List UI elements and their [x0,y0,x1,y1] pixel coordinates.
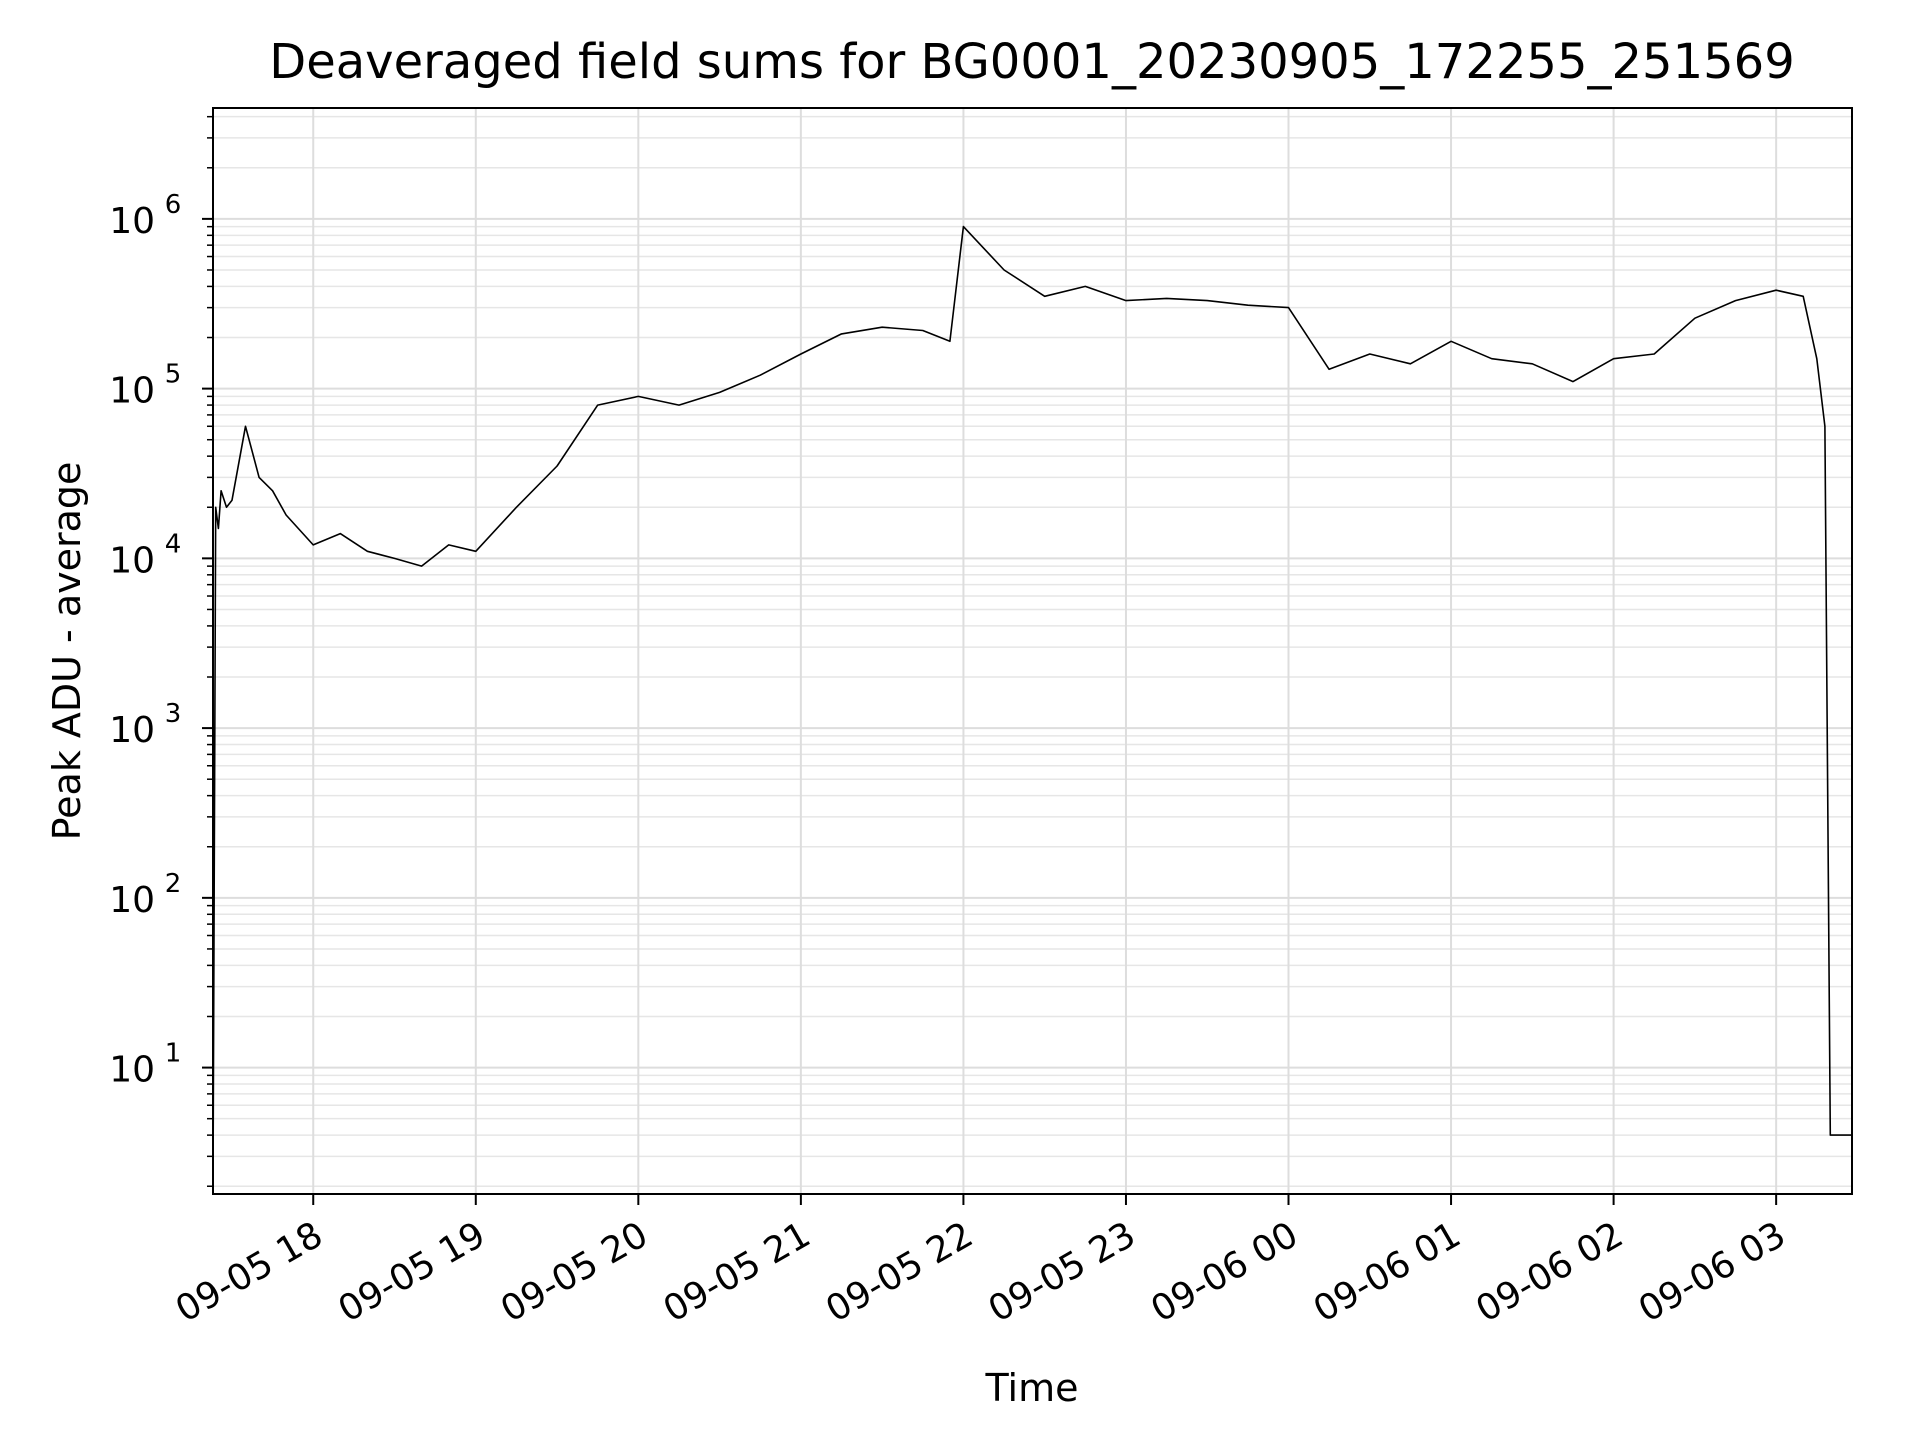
y-axis-label: Peak ADU - average [45,462,89,841]
series-line [212,225,1852,1187]
y-tick-exponent: 4 [165,529,182,559]
y-tick-exponent: 1 [165,1039,182,1069]
plot-frame [212,107,1853,1195]
y-tick-exponent: 3 [165,699,182,729]
grid [213,108,1852,1194]
y-tick-exponent: 6 [165,190,182,220]
x-axis-label: Time [985,1366,1079,1410]
y-tick-exponent: 5 [165,360,182,390]
y-tick-exponent: 2 [165,869,182,899]
series-layer [212,225,1852,1187]
chart-title: Deaveraged field sums for BG0001_2023090… [269,34,1794,90]
